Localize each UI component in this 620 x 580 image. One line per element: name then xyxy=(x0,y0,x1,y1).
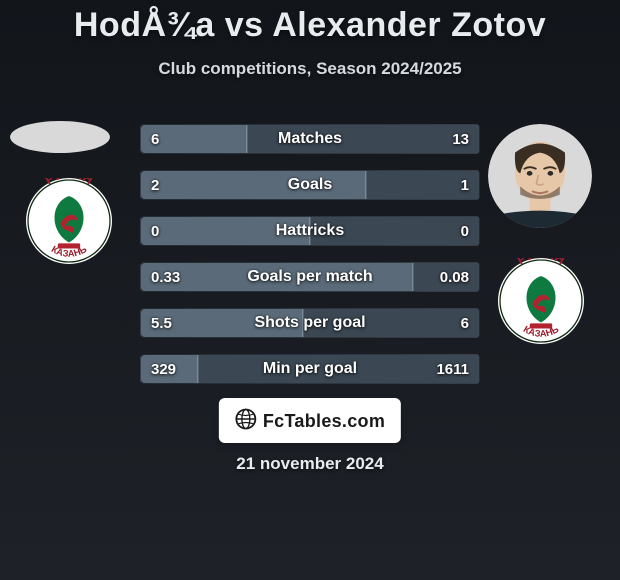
stat-row: Goals2 1 xyxy=(140,170,480,200)
stat-value-left: 6 xyxy=(141,125,169,153)
stat-value-right: 1 xyxy=(451,171,479,199)
stat-value-right: 13 xyxy=(442,125,479,153)
stat-label: Goals per match xyxy=(141,263,479,291)
stat-value-right: 1611 xyxy=(426,355,479,383)
stat-row: Goals per match0.33 0.08 xyxy=(140,262,480,292)
stat-value-right: 6 xyxy=(451,309,479,337)
stat-value-left: 0 xyxy=(141,217,169,245)
globe-icon xyxy=(235,408,257,435)
stat-row: Matches6 13 xyxy=(140,124,480,154)
player-right-club-badge: РУБИН КАЗАНЬ xyxy=(498,258,584,344)
stats-table: Matches613Goals21Hattricks00Goals per ma… xyxy=(140,124,480,400)
stat-label: Goals xyxy=(141,171,479,199)
stat-row: Min per goal3291611 xyxy=(140,354,480,384)
stat-value-right: 0.08 xyxy=(430,263,479,291)
source-badge: FcTables.com xyxy=(219,398,401,443)
stat-label: Shots per goal xyxy=(141,309,479,337)
stat-row: Hattricks0 0 xyxy=(140,216,480,246)
stat-value-left: 329 xyxy=(141,355,186,383)
date-text: 21 november 2024 xyxy=(0,454,620,474)
stat-label: Hattricks xyxy=(141,217,479,245)
page-subtitle: Club competitions, Season 2024/2025 xyxy=(0,59,620,79)
player-left-club-badge: РУБИН КАЗАНЬ xyxy=(26,178,112,264)
page-title: HodÅ¾a vs Alexander Zotov xyxy=(0,0,620,45)
stat-value-left: 0.33 xyxy=(141,263,190,291)
stat-value-left: 5.5 xyxy=(141,309,182,337)
stat-row: Shots per goal5.5 6 xyxy=(140,308,480,338)
infographic-root: HodÅ¾a vs Alexander Zotov Club competiti… xyxy=(0,0,620,580)
stat-value-right: 0 xyxy=(451,217,479,245)
player-left-portrait xyxy=(10,120,110,154)
stat-value-left: 2 xyxy=(141,171,169,199)
source-brand-text: FcTables.com xyxy=(263,411,385,432)
stat-label: Matches xyxy=(141,125,479,153)
player-right-portrait xyxy=(488,124,592,228)
